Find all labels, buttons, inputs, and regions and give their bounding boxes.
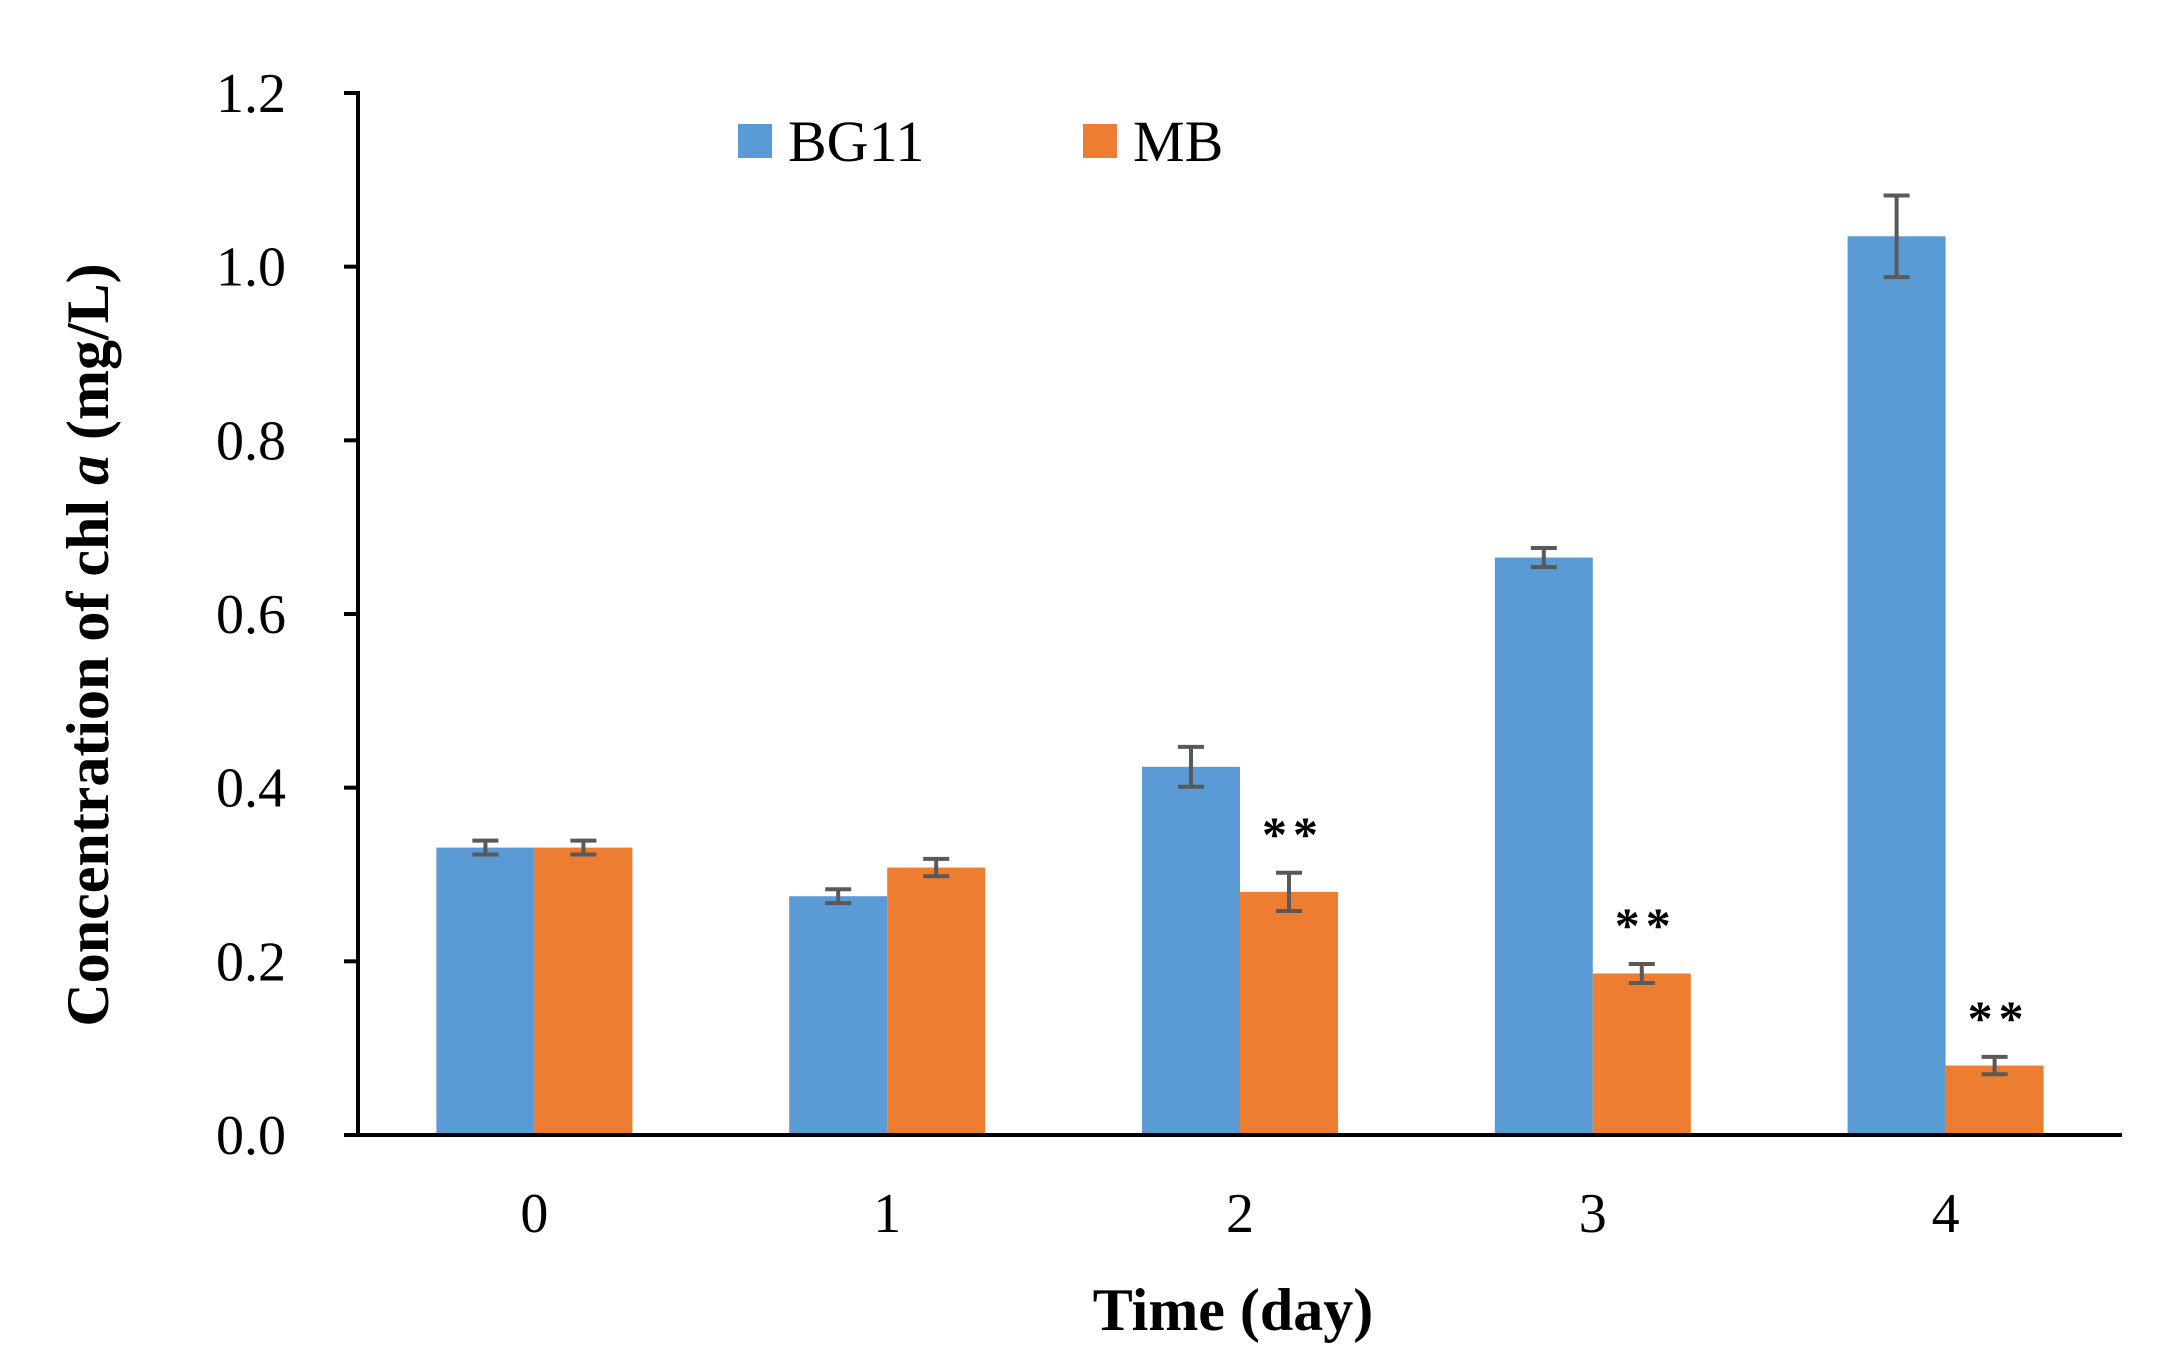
significance-marker-day-4: ** — [1968, 990, 2030, 1046]
bar-bg11-day-0 — [436, 847, 535, 1135]
legend-swatch-mb — [1083, 124, 1117, 158]
x-tick-label-3: 3 — [1579, 1183, 1607, 1245]
y-axis-title-part: (mg/L) — [55, 263, 121, 455]
x-tick-label-1: 1 — [873, 1183, 901, 1245]
y-tick-label-5: 1.0 — [216, 237, 286, 299]
bar-mb-day-0 — [534, 847, 633, 1135]
plot-area: 0 1 2 3 4 0.0 0.2 0.4 0.6 0.8 1.0 1.2 ** ** ** BG11 MB Ti… — [55, 63, 2122, 1343]
bar-bg11-day-4 — [1847, 236, 1946, 1135]
legend-swatch-bg11 — [738, 124, 772, 158]
bar-mb-day-4 — [1945, 1065, 2044, 1135]
y-tick-label-1: 0.2 — [216, 931, 286, 993]
y-tick-label-6: 1.2 — [216, 63, 286, 125]
significance-marker-day-2: ** — [1262, 806, 1324, 862]
y-axis-title-italic-a: a — [55, 455, 121, 485]
x-tick-label-0: 0 — [520, 1183, 548, 1245]
bar-bg11-day-1 — [789, 896, 888, 1135]
bar-mb-day-2 — [1240, 891, 1338, 1135]
y-tick-label-0: 0.0 — [216, 1105, 286, 1167]
x-tick-label-2: 2 — [1226, 1183, 1254, 1245]
y-tick-label-2: 0.4 — [216, 758, 286, 820]
x-axis-title: Time (day) — [1093, 1277, 1374, 1343]
y-axis-title: Concentration of chl a (mg/L) — [55, 263, 121, 1026]
legend-label-mb: MB — [1133, 109, 1223, 174]
legend-label-bg11: BG11 — [788, 109, 924, 174]
bar-bg11-day-3 — [1494, 557, 1593, 1135]
significance-marker-day-3: ** — [1615, 897, 1677, 953]
y-tick-label-3: 0.6 — [216, 584, 286, 646]
bar-mb-day-1 — [887, 867, 986, 1135]
y-tick-label-4: 0.8 — [216, 410, 286, 472]
x-tick-label-4: 4 — [1932, 1183, 1960, 1245]
bar-bg11-day-2 — [1142, 766, 1240, 1135]
y-axis-title-part: Concentration of chl — [55, 485, 121, 1027]
bar-mb-day-3 — [1592, 973, 1691, 1135]
